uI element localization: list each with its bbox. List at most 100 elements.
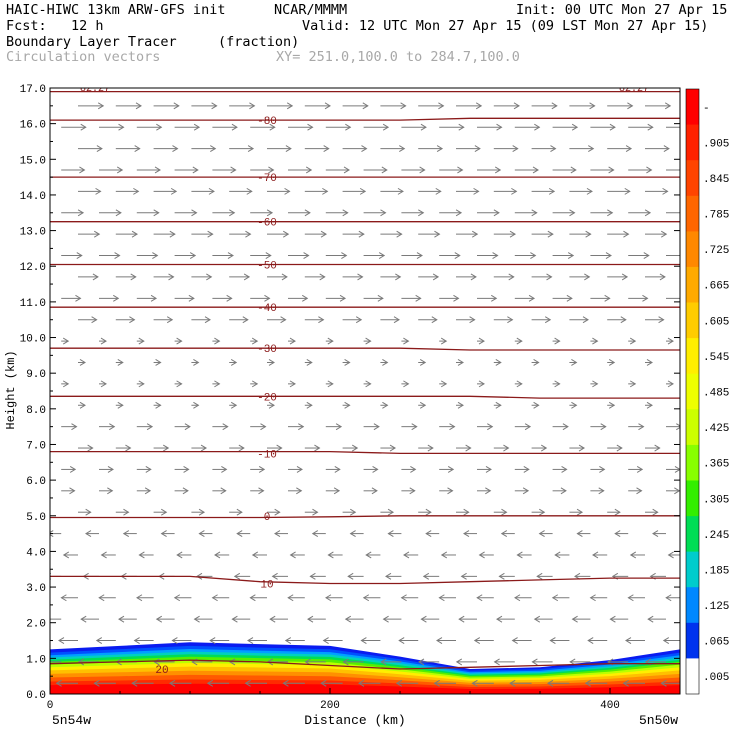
x-tick-label-2: 400 [600, 700, 620, 712]
circulation-vector-head-316 [453, 294, 460, 302]
circulation-vector-head-97 [498, 572, 505, 580]
model-title: HAIC-HIWC 13km ARW-GFS init [6, 2, 226, 18]
circulation-vector-head-126 [311, 530, 319, 538]
circulation-vector-head-259 [230, 359, 238, 366]
circulation-vector-head-207 [184, 423, 191, 431]
circulation-vector-head-463 [249, 102, 256, 110]
circulation-vector-head-224 [193, 401, 200, 409]
circulation-vector-head-137 [123, 508, 130, 516]
circulation-vector-head-13 [547, 679, 554, 687]
circulation-vector-head-362 [282, 230, 290, 238]
circulation-vector-head-146 [463, 508, 470, 516]
colorbar-label-3: .785 [703, 210, 729, 222]
circulation-vector-head-433 [399, 145, 406, 153]
circulation-vector-head-90 [233, 572, 241, 580]
circulation-vector-head-361 [245, 230, 252, 238]
circulation-vector-head-344 [227, 252, 234, 259]
y-tick-label-11: 11.0 [20, 298, 46, 310]
circulation-vector-head-414 [305, 166, 313, 174]
init-time: Init: 00 UTC Mon 27 Apr 15 [516, 2, 728, 18]
colorbar-label-16: .005 [703, 672, 729, 684]
circulation-vector-head-154 [107, 487, 114, 495]
circulation-vector-head-175 [258, 465, 266, 473]
circulation-vector-head-311 [264, 294, 271, 302]
circulation-vector-head-25 [342, 658, 349, 666]
circulation-vector-head-403 [548, 187, 556, 195]
circulation-vector-head-39 [247, 637, 254, 644]
circulation-vector-head-167 [598, 487, 605, 495]
circulation-vector-head-364 [358, 230, 365, 238]
circulation-vector-head-429 [247, 145, 255, 153]
circulation-vector-head-30 [531, 658, 538, 666]
circulation-vector-head-320 [604, 294, 611, 302]
circulation-vector-head-62 [458, 615, 465, 623]
circulation-vector-head-327 [243, 273, 251, 281]
contour-label-1: 10 [260, 579, 273, 591]
circulation-vector-head-236 [646, 401, 653, 409]
circulation-vector-head-136 [85, 508, 92, 516]
circulation-vector-head-58 [307, 615, 314, 623]
colorbar-swatch-5 [686, 266, 699, 303]
circulation-vector-head-389 [644, 209, 652, 217]
circulation-vector-head-351 [492, 252, 499, 259]
colorbar-swatch-13 [686, 551, 699, 588]
circulation-vector-head-431 [323, 145, 330, 153]
y-tick-label-1: 1.0 [26, 654, 46, 666]
circulation-vector-head-218 [600, 423, 607, 431]
circulation-vector-head-229 [382, 401, 389, 409]
circulation-vector-head-180 [447, 465, 455, 473]
circulation-vector-head-164 [485, 487, 492, 495]
circulation-vector-head-241 [176, 380, 183, 388]
circulation-vector-head-105 [176, 551, 183, 559]
circulation-vector-head-110 [365, 551, 372, 559]
circulation-vector-head-93 [347, 572, 354, 580]
circulation-vector-head-329 [319, 273, 326, 281]
circulation-vector-head-388 [607, 209, 614, 217]
circulation-vector-head-302 [582, 316, 589, 324]
circulation-vector-head-16 [660, 679, 667, 687]
circulation-vector-head-268 [571, 359, 578, 366]
y-tick-label-7: 7.0 [26, 440, 46, 452]
circulation-vector-head-310 [226, 294, 233, 302]
circulation-vector-head-258 [193, 359, 200, 366]
circulation-vector-head-358 [131, 230, 139, 238]
circulation-vector-head-56 [231, 615, 238, 623]
circulation-vector-head-353 [567, 252, 575, 259]
circulation-vector-head-417 [419, 166, 426, 174]
circulation-vector-head-325 [168, 273, 175, 281]
circulation-vector-head-257 [155, 359, 162, 366]
circulation-vector-head-4 [206, 679, 214, 687]
circulation-vector-head-43 [398, 637, 405, 644]
circulation-vector-head-73 [249, 594, 256, 602]
circulation-vector-head-419 [494, 166, 502, 174]
circulation-vector-head-347 [341, 252, 348, 259]
right-endpoint-label: 5n50w [639, 713, 678, 728]
circulation-vector-head-422 [608, 166, 615, 174]
colorbar-frame [685, 88, 700, 695]
circulation-vector-head-143 [350, 508, 357, 516]
circulation-vector-head-11 [471, 679, 478, 687]
circulation-vector-head-147 [501, 508, 508, 516]
circulation-vector-head-169 [674, 487, 680, 495]
circulation-vector-head-231 [457, 401, 464, 409]
circulation-vector-head-95 [422, 572, 430, 580]
circulation-vector-head-420 [532, 166, 539, 174]
circulation-vector-head-81 [551, 594, 559, 602]
circulation-vector-head-432 [361, 145, 368, 153]
circulation-vector-head-437 [550, 145, 557, 153]
circulation-vector-head-270 [646, 359, 653, 366]
top-contour-label-1: -82.27 [613, 84, 649, 95]
circulation-vector-head-111 [403, 551, 410, 559]
circulation-vector-head-244 [289, 380, 296, 388]
circulation-vector-head-115 [554, 551, 561, 559]
circulation-vector-head-349 [416, 252, 423, 259]
circulation-vector-head-140 [236, 508, 243, 516]
circulation-vector-head-9 [395, 679, 403, 687]
circulation-vector-head-447 [269, 123, 276, 131]
circulation-vector-head-377 [191, 209, 198, 217]
circulation-vector-head-134 [614, 530, 621, 538]
circulation-vector-head-307 [113, 294, 120, 302]
circulation-vector-head-40 [284, 637, 292, 644]
circulation-vector-head-10 [433, 679, 440, 687]
circulation-vector-head-78 [438, 594, 445, 602]
